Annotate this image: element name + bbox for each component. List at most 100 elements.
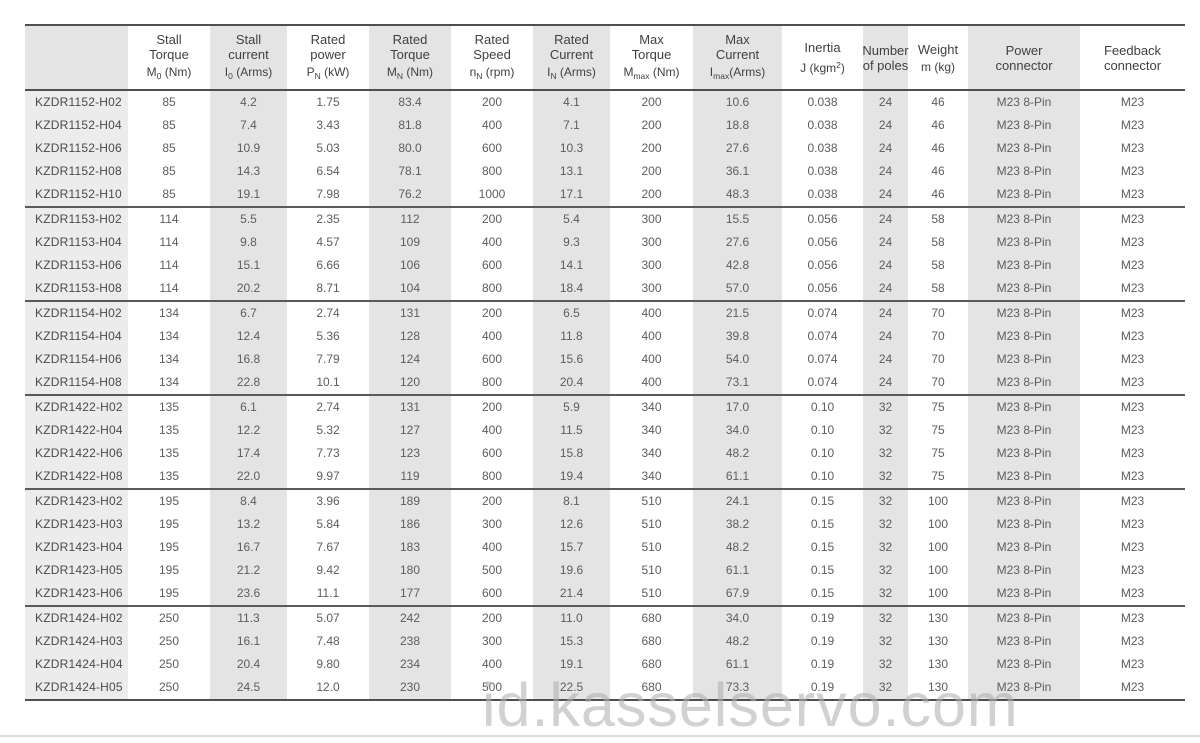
value-cell-max-torque: 680 xyxy=(641,634,662,648)
value-cell-poles: 32 xyxy=(863,419,908,442)
value-cell-rated-torque: 123 xyxy=(369,442,451,465)
spec-table: Stall Torque M0 (Nm) Stall current I0 (Arms… xyxy=(25,24,1185,701)
value-cell-rated-current: 5.4 xyxy=(533,207,610,231)
value-cell-rated-speed: 200 xyxy=(481,306,503,320)
value-cell-rated-torque: 131 xyxy=(369,395,451,419)
value-cell-power-connector: M23 8-Pin xyxy=(968,442,1080,465)
value-cell-rated-power: 7.67 xyxy=(316,540,340,554)
value-cell-rated-power: 11.1 xyxy=(316,586,340,600)
value-cell-feedback-connector: M23 xyxy=(1120,540,1145,554)
value-cell-inertia: 0.19 xyxy=(810,657,835,671)
table-row: KZDR1424-H02 250 11.3 5.07 242 200 11.0 680 34.0… xyxy=(25,606,1185,630)
value-cell-rated-power: 5.84 xyxy=(316,517,340,531)
value-cell-poles: 24 xyxy=(863,90,908,114)
value-cell-power-connector: M23 8-Pin xyxy=(968,254,1080,277)
col-header-rated-power: Rated power PN (kW) xyxy=(287,25,369,91)
value-cell-feedback-connector: M23 xyxy=(1120,258,1145,272)
value-cell-poles: 24 xyxy=(863,325,908,348)
value-cell-max-torque: 400 xyxy=(641,329,662,343)
value-cell-inertia: 0.15 xyxy=(810,563,835,577)
value-cell-rated-speed: 800 xyxy=(481,164,503,178)
model-group: KZDR1153-H02 114 5.5 2.35 112 200 5.4 300 15.5 0.… xyxy=(25,207,1185,301)
model-cell: KZDR1422-H02 xyxy=(25,395,128,419)
value-cell-feedback-connector: M23 xyxy=(1120,187,1145,201)
value-cell-max-torque: 200 xyxy=(641,164,662,178)
table-row: KZDR1152-H10 85 19.1 7.98 76.2 1000 17.1 200 48.… xyxy=(25,183,1185,207)
value-cell-rated-torque: 189 xyxy=(369,489,451,513)
value-cell-max-current: 18.8 xyxy=(693,114,782,137)
value-cell-max-current: 39.8 xyxy=(693,325,782,348)
value-cell-max-torque: 340 xyxy=(641,446,662,460)
value-cell-rated-torque: 128 xyxy=(369,325,451,348)
value-cell-weight: 46 xyxy=(931,118,945,132)
value-cell-max-current: 61.1 xyxy=(693,653,782,676)
model-cell: KZDR1423-H06 xyxy=(25,582,128,606)
value-cell-stall-current: 6.7 xyxy=(210,301,287,325)
value-cell-rated-current: 22.5 xyxy=(533,676,610,700)
value-cell-stall-current: 14.3 xyxy=(210,160,287,183)
value-cell-rated-power: 2.74 xyxy=(316,306,340,320)
value-cell-inertia: 0.074 xyxy=(807,352,838,366)
value-cell-weight: 100 xyxy=(927,540,949,554)
value-cell-poles: 24 xyxy=(863,371,908,395)
model-cell: KZDR1154-H06 xyxy=(25,348,128,371)
value-cell-rated-power: 7.48 xyxy=(316,634,340,648)
table-row: KZDR1423-H05 195 21.2 9.42 180 500 19.6 510 61.1… xyxy=(25,559,1185,582)
value-cell-max-current: 27.6 xyxy=(693,137,782,160)
value-cell-rated-current: 15.3 xyxy=(533,630,610,653)
col-header-unit: J (kgm2) xyxy=(800,60,845,75)
value-cell-max-current: 10.6 xyxy=(693,90,782,114)
value-cell-stall-current: 24.5 xyxy=(210,676,287,700)
value-cell-power-connector: M23 8-Pin xyxy=(968,160,1080,183)
model-cell: KZDR1422-H08 xyxy=(25,465,128,489)
value-cell-weight: 130 xyxy=(927,657,949,671)
value-cell-poles: 32 xyxy=(863,536,908,559)
col-header-feedback-connector: Feedback connector xyxy=(1080,25,1185,91)
value-cell-rated-current: 11.8 xyxy=(533,325,610,348)
value-cell-stall-current: 5.5 xyxy=(210,207,287,231)
page: { "colors": { "page_bg": "#ffffff", "str… xyxy=(0,24,1200,743)
value-cell-weight: 70 xyxy=(931,375,945,389)
value-cell-stall-torque: 250 xyxy=(158,611,180,625)
value-cell-inertia: 0.10 xyxy=(810,469,835,483)
value-cell-rated-speed: 500 xyxy=(481,680,503,694)
value-cell-max-current: 73.1 xyxy=(693,371,782,395)
value-cell-max-torque: 680 xyxy=(641,657,662,671)
value-cell-rated-speed: 400 xyxy=(481,540,503,554)
value-cell-stall-torque: 114 xyxy=(159,258,179,272)
value-cell-rated-torque: 119 xyxy=(369,465,451,489)
value-cell-poles: 32 xyxy=(863,395,908,419)
value-cell-poles: 24 xyxy=(863,254,908,277)
value-cell-weight: 58 xyxy=(931,258,945,272)
value-cell-rated-speed: 200 xyxy=(481,212,503,226)
value-cell-max-current: 57.0 xyxy=(693,277,782,301)
value-cell-power-connector: M23 8-Pin xyxy=(968,582,1080,606)
table-row: KZDR1423-H04 195 16.7 7.67 183 400 15.7 510 48.2… xyxy=(25,536,1185,559)
value-cell-inertia: 0.15 xyxy=(810,494,835,508)
value-cell-feedback-connector: M23 xyxy=(1120,469,1145,483)
value-cell-poles: 32 xyxy=(863,465,908,489)
table-row: KZDR1422-H04 135 12.2 5.32 127 400 11.5 340 34.0… xyxy=(25,419,1185,442)
value-cell-rated-power: 2.74 xyxy=(316,400,340,414)
col-header-poles: Number of poles xyxy=(862,25,909,91)
value-cell-inertia: 0.038 xyxy=(807,164,838,178)
value-cell-poles: 24 xyxy=(863,160,908,183)
value-cell-inertia: 0.038 xyxy=(807,118,838,132)
value-cell-stall-current: 16.8 xyxy=(210,348,287,371)
value-cell-power-connector: M23 8-Pin xyxy=(968,419,1080,442)
value-cell-rated-speed: 400 xyxy=(481,235,503,249)
table-row: KZDR1152-H08 85 14.3 6.54 78.1 800 13.1 200 36.1… xyxy=(25,160,1185,183)
value-cell-max-torque: 510 xyxy=(641,494,662,508)
value-cell-rated-speed: 1000 xyxy=(478,187,506,201)
value-cell-max-torque: 340 xyxy=(641,423,662,437)
value-cell-max-torque: 680 xyxy=(641,611,662,625)
value-cell-stall-torque: 114 xyxy=(159,235,179,249)
value-cell-rated-speed: 600 xyxy=(481,586,503,600)
value-cell-rated-power: 7.73 xyxy=(316,446,340,460)
table-row: KZDR1424-H04 250 20.4 9.80 234 400 19.1 680 61.1… xyxy=(25,653,1185,676)
value-cell-stall-torque: 250 xyxy=(158,680,180,694)
value-cell-rated-torque: 242 xyxy=(369,606,451,630)
value-cell-rated-current: 5.9 xyxy=(533,395,610,419)
table-row: KZDR1152-H06 85 10.9 5.03 80.0 600 10.3 200 27.6… xyxy=(25,137,1185,160)
value-cell-inertia: 0.056 xyxy=(807,258,838,272)
